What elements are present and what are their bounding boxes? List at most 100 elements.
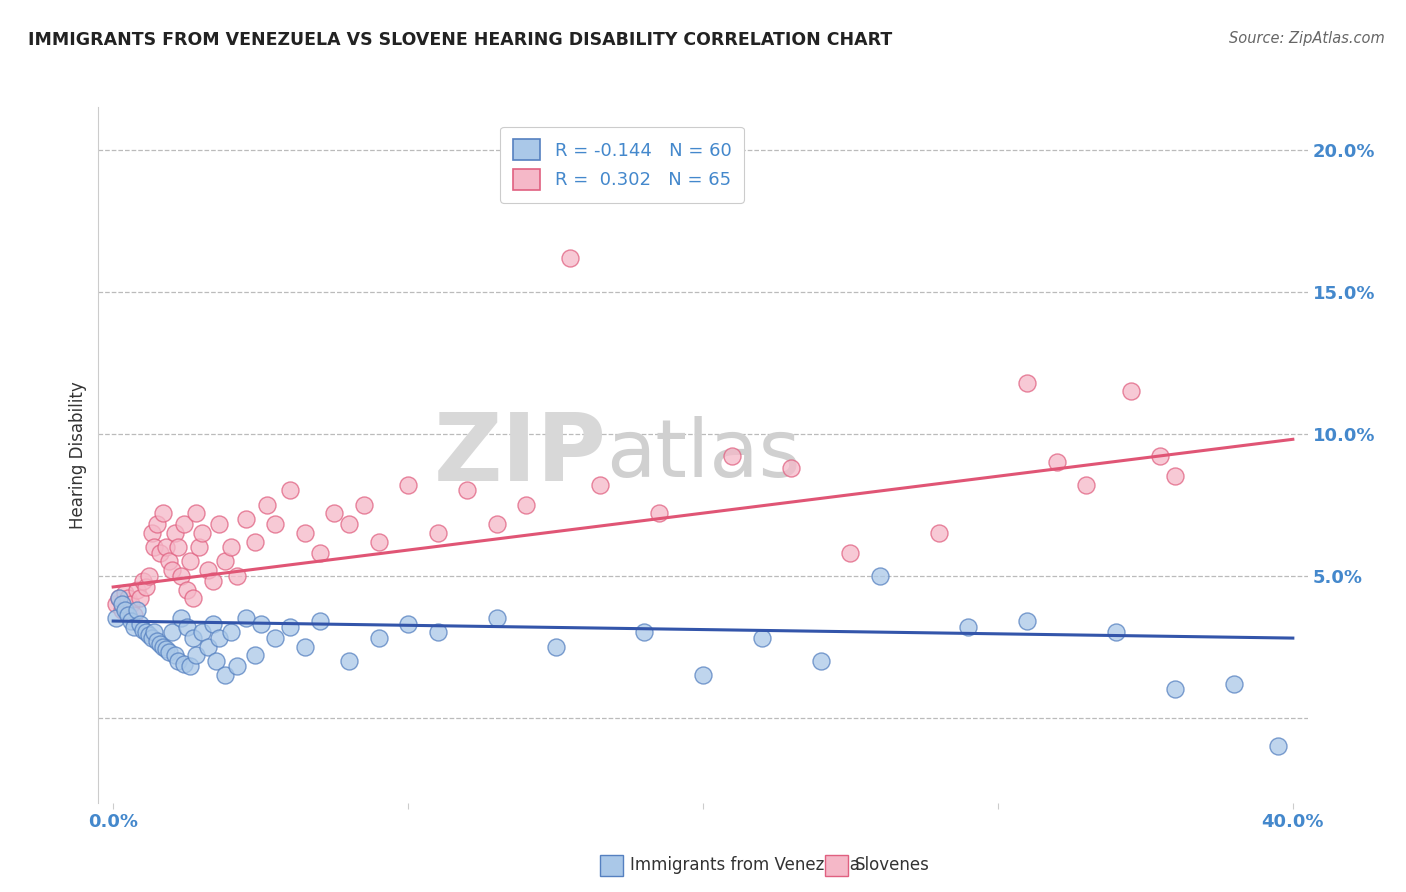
Point xyxy=(167,654,190,668)
Point xyxy=(135,625,157,640)
Point xyxy=(256,498,278,512)
Point xyxy=(367,534,389,549)
Point xyxy=(152,506,174,520)
Point xyxy=(165,648,187,662)
Point xyxy=(173,657,195,671)
Point xyxy=(219,625,242,640)
Point xyxy=(125,582,148,597)
Point xyxy=(1164,682,1187,697)
Point xyxy=(141,631,163,645)
Point xyxy=(205,654,228,668)
Point xyxy=(235,512,257,526)
Point xyxy=(190,526,212,541)
Point xyxy=(264,631,287,645)
Point xyxy=(143,540,166,554)
Point xyxy=(456,483,478,498)
Point xyxy=(141,526,163,541)
Point xyxy=(485,517,508,532)
Point xyxy=(184,506,207,520)
Text: Source: ZipAtlas.com: Source: ZipAtlas.com xyxy=(1229,31,1385,46)
Point xyxy=(485,611,508,625)
Legend: R = -0.144   N = 60, R =  0.302   N = 65: R = -0.144 N = 60, R = 0.302 N = 65 xyxy=(501,127,744,202)
Point xyxy=(1164,469,1187,483)
Point xyxy=(839,546,862,560)
Point xyxy=(294,526,316,541)
Point xyxy=(167,540,190,554)
Point xyxy=(202,574,225,589)
Point xyxy=(1149,450,1171,464)
Point xyxy=(108,591,131,606)
Point xyxy=(648,506,671,520)
Point xyxy=(214,668,236,682)
Point xyxy=(114,603,136,617)
Point xyxy=(243,534,266,549)
Point xyxy=(176,620,198,634)
Point xyxy=(1046,455,1069,469)
Point xyxy=(117,591,139,606)
Point xyxy=(146,634,169,648)
Point xyxy=(337,654,360,668)
Point xyxy=(869,568,891,582)
Point xyxy=(249,616,271,631)
Point xyxy=(157,645,180,659)
Point xyxy=(219,540,242,554)
Point xyxy=(181,631,204,645)
Point xyxy=(396,616,419,631)
Point xyxy=(515,498,537,512)
Point xyxy=(155,540,177,554)
Point xyxy=(1076,477,1098,491)
Point xyxy=(128,591,150,606)
Point xyxy=(323,506,346,520)
Point xyxy=(243,648,266,662)
Point xyxy=(143,625,166,640)
Point xyxy=(146,517,169,532)
Point xyxy=(353,498,375,512)
Point xyxy=(184,648,207,662)
Point xyxy=(152,640,174,654)
Point xyxy=(1267,739,1289,753)
Point xyxy=(780,460,803,475)
Point xyxy=(235,611,257,625)
Point xyxy=(278,483,301,498)
Point xyxy=(179,554,201,568)
Point xyxy=(187,540,209,554)
Point xyxy=(135,580,157,594)
Point xyxy=(122,608,145,623)
Point xyxy=(197,640,219,654)
Point xyxy=(155,642,177,657)
Point xyxy=(957,620,980,634)
Point xyxy=(170,611,193,625)
Point xyxy=(426,625,449,640)
Point xyxy=(173,517,195,532)
Point xyxy=(278,620,301,634)
Point xyxy=(108,591,131,606)
Point xyxy=(160,625,183,640)
Point xyxy=(589,477,612,491)
Text: ■: ■ xyxy=(825,854,848,877)
Point xyxy=(692,668,714,682)
Point xyxy=(120,614,142,628)
Text: ■: ■ xyxy=(600,854,623,877)
Text: Immigrants from Venezuela: Immigrants from Venezuela xyxy=(630,856,859,874)
Point xyxy=(928,526,950,541)
Point xyxy=(721,450,744,464)
Point xyxy=(214,554,236,568)
Point xyxy=(122,620,145,634)
Point xyxy=(308,546,330,560)
Point xyxy=(105,597,128,611)
Point xyxy=(138,628,160,642)
Point xyxy=(1017,376,1039,390)
Point xyxy=(176,582,198,597)
Point xyxy=(181,591,204,606)
Point xyxy=(367,631,389,645)
Point xyxy=(111,603,134,617)
Point xyxy=(1223,676,1246,690)
Point xyxy=(190,625,212,640)
Point xyxy=(308,614,330,628)
Point xyxy=(208,517,231,532)
Point xyxy=(179,659,201,673)
Point xyxy=(165,526,187,541)
Point xyxy=(810,654,832,668)
Text: IMMIGRANTS FROM VENEZUELA VS SLOVENE HEARING DISABILITY CORRELATION CHART: IMMIGRANTS FROM VENEZUELA VS SLOVENE HEA… xyxy=(28,31,893,49)
Point xyxy=(128,616,150,631)
